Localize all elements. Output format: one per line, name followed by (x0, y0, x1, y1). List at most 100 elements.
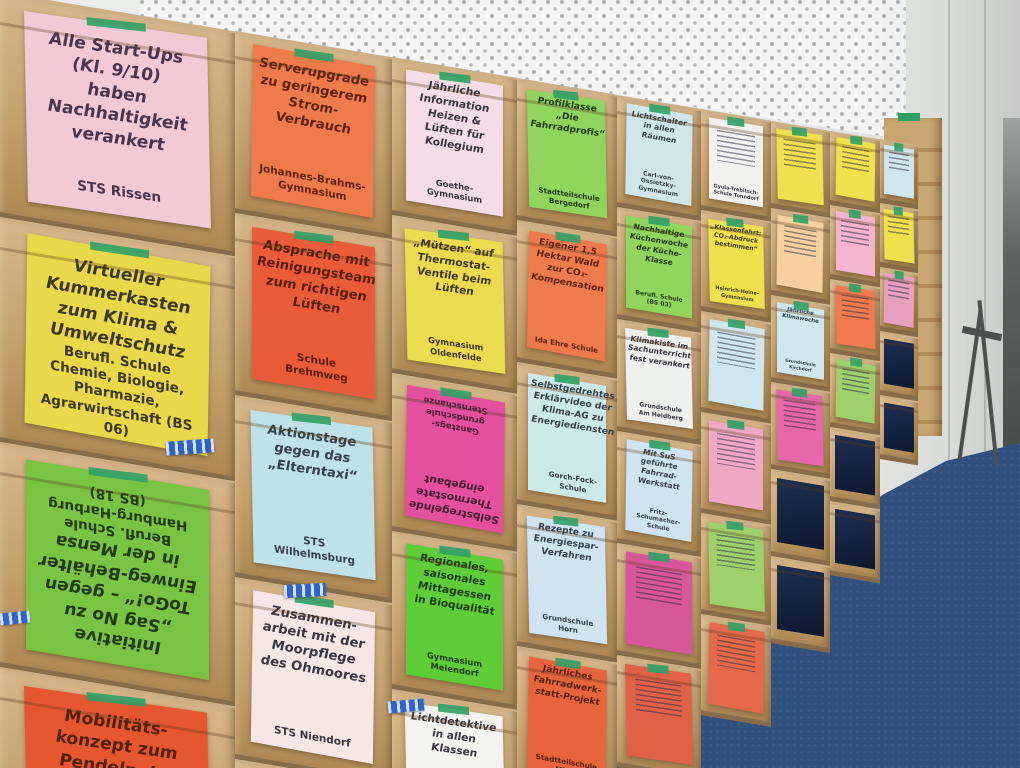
sign-text: Eigener 1,5 Hektar Wald zur CO₂- Kompens… (531, 237, 604, 295)
sign-content (884, 145, 914, 200)
paper-sign: Initiative „Sag No zu ToGo!“ – gegen Ein… (25, 459, 210, 680)
sign-scribble (784, 225, 817, 258)
paper-sign: Profilklasse „Die Fahrradprofis“ Stadttei… (526, 89, 608, 219)
paper-sign: Mobilitäts- konzept zum Pendeln der Lehr… (23, 685, 212, 768)
sign-content: Rezepte zu Energiespar- Verfahren Grundsc… (527, 515, 607, 644)
paper-sign: Jährliche Information Heizen & Lüften fü… (405, 68, 504, 217)
box-column: Profilklasse „Die Fahrradprofis“ Stadttei… (517, 78, 617, 768)
paper-sign (884, 142, 914, 200)
tape-strip (727, 116, 745, 127)
sign-scribble (716, 129, 756, 167)
paper-sign: Rezepte zu Energiespar- Verfahren Grundsc… (526, 515, 608, 645)
cardboard-box: Absprache mit Reinigungsteam zum richtig… (235, 213, 392, 422)
paper-sign: Gyula-Trebitsch- Schule Tonndorf (708, 116, 764, 208)
sign-content: Jährliches Fahrradwerk- statt-Projekt Sta… (527, 656, 607, 768)
sign-scribble (888, 279, 910, 302)
sign-content: Alle Start-Ups (Kl. 9/10) haben Nachhalt… (24, 11, 211, 228)
cardboard-box (701, 614, 771, 727)
sign-text: Lichtschalter in allen Räumen (632, 108, 688, 146)
cardboard-box (880, 203, 918, 274)
paper-sign (708, 621, 764, 714)
printed-tape (283, 582, 327, 599)
sign-content (777, 389, 824, 466)
tape-strip (898, 113, 920, 121)
paper-sign: Mit SuS geführte Fahrrad- Werkstatt Fritz… (625, 439, 693, 543)
cardboard-box (701, 513, 771, 626)
paper-sign (835, 357, 875, 425)
sign-scribble (636, 566, 682, 609)
cardboard-box (880, 395, 918, 466)
sign-content (708, 521, 764, 611)
sign-content: Aktionstage gegen das „Elterntaxi“ STS Wi… (251, 410, 377, 581)
paper-sign: Regionales, saisonales Mittagessen in Bi… (405, 542, 504, 691)
sign-text: Lichtdetektive in allen Klassen (410, 709, 497, 759)
box-column: Gyula-Trebitsch- Schule Tonndorf „Klassen… (701, 109, 771, 727)
sign-text: Jährliches Fahrradwerk- statt-Projekt (533, 664, 602, 709)
tape-strip (894, 270, 905, 280)
sign-school: Ida Ehre Schule (534, 334, 599, 355)
paper-sign (708, 318, 764, 411)
box-column: Jährliche Information Heizen & Lüften fü… (392, 57, 517, 768)
paper-sign: Aktionstage gegen das „Elterntaxi“ STS Wi… (250, 409, 377, 581)
sign-content (884, 209, 915, 263)
paper-sign: Serverupgrade zu geringerem Strom- Verbr… (251, 43, 376, 219)
cardboard-box: Zusammen- arbeit mit der Moorpflege des … (235, 577, 392, 768)
cardboard-box: Rezepte zu Energiespar- Verfahren Grundsc… (517, 504, 617, 663)
sign-content (777, 215, 824, 293)
sign-content: Jährliche Information Heizen & Lüften fü… (406, 69, 504, 217)
cardboard-box (880, 331, 918, 402)
paper-sign: Nachhaltige Küchenwoche der Küche-Klasse… (626, 215, 692, 319)
tape-strip (792, 387, 808, 398)
box-column: Jährliche Klimawoche Grundschule Kirchdor… (771, 121, 830, 653)
sign-content: Initiative „Sag No zu ToGo!“ – gegen Ein… (26, 459, 209, 679)
sign-scribble (888, 215, 910, 238)
sign-text: Absprache mit Reinigungsteam zum richtig… (257, 238, 376, 318)
sign-content: Regionales, saisonales Mittagessen in Bi… (406, 543, 504, 691)
paper-sign (883, 270, 915, 328)
paper-sign: Jährliche Klimawoche Grundschule Kirchdor… (777, 300, 824, 380)
tape-strip (893, 206, 904, 216)
cardboard-box (701, 311, 771, 424)
sign-school: Carl-von- Ossietzky- Gymnasium (638, 170, 679, 199)
box-print (776, 478, 825, 551)
paper-sign: Klimakiste im Sachunterricht fest verank… (625, 327, 693, 430)
tape-strip (726, 217, 745, 228)
sign-text: Aktionstage gegen das „Elterntaxi“ (267, 421, 358, 485)
sign-school: Grundschule Kirchdorf (785, 358, 816, 374)
sign-school: Berufl. Schule (BS 03) (635, 288, 683, 310)
paper-sign (835, 209, 875, 277)
cardboard-box (880, 267, 918, 338)
sign-school: STS Wilhelmsburg (274, 534, 356, 568)
cardboard-box (771, 121, 830, 218)
tape-strip (726, 520, 745, 531)
sign-text: Serverupgrade zu geringerem Strom- Verbr… (259, 54, 370, 138)
paper-sign: Alle Start-Ups (Kl. 9/10) haben Nachhalt… (23, 10, 212, 228)
box-column (880, 139, 918, 466)
box-column: Lichtschalter in allen Räumen Carl-von- O… (617, 95, 701, 768)
cardboard-box: Jährliches Fahrradwerk- statt-Projekt Sta… (517, 646, 617, 768)
sign-school: Schule Brehmweg (285, 351, 348, 385)
cardboard-box: Alle Start-Ups (Kl. 9/10) haben Nachhalt… (0, 0, 235, 257)
wall-seam (948, 0, 950, 520)
tape-strip (894, 142, 904, 152)
sign-text: Regionales, saisonales Mittagessen in Bi… (414, 552, 495, 619)
tape-strip (847, 283, 861, 294)
paper-sign: Eigener 1,5 Hektar Wald zur CO₂- Kompens… (527, 230, 607, 362)
paper-sign (626, 551, 692, 655)
cardboard-box (830, 427, 880, 510)
box-print (883, 338, 915, 389)
cardboard-box: „Mützen“ auf Thermostat- Ventile beim Lü… (392, 215, 517, 394)
sign-school: Gymnasium Meiendorf (426, 649, 483, 679)
cardboard-box: Mit SuS geführte Fahrrad- Werkstatt Fritz… (617, 431, 701, 558)
doorway-shadow (1003, 118, 1020, 470)
paper-sign: „Klassenfahrt: CO₂-Abdruck bestimmen“ Hei… (707, 217, 765, 309)
cardboard-box: Selbstgedrehtes Erklärvideo der Klima-AG… (517, 362, 617, 521)
paper-sign: Lichtschalter in allen Räumen Carl-von- O… (625, 103, 693, 207)
cardboard-box (830, 353, 880, 436)
box-column: Alle Start-Ups (Kl. 9/10) haben Nachhalt… (0, 0, 235, 768)
cardboard-box (830, 205, 880, 288)
cardboard-box: Nachhaltige Küchenwoche der Küche-Klasse… (617, 207, 701, 334)
sign-school: Grundschule Am Heidberg (638, 401, 684, 423)
cardboard-box (830, 279, 880, 362)
